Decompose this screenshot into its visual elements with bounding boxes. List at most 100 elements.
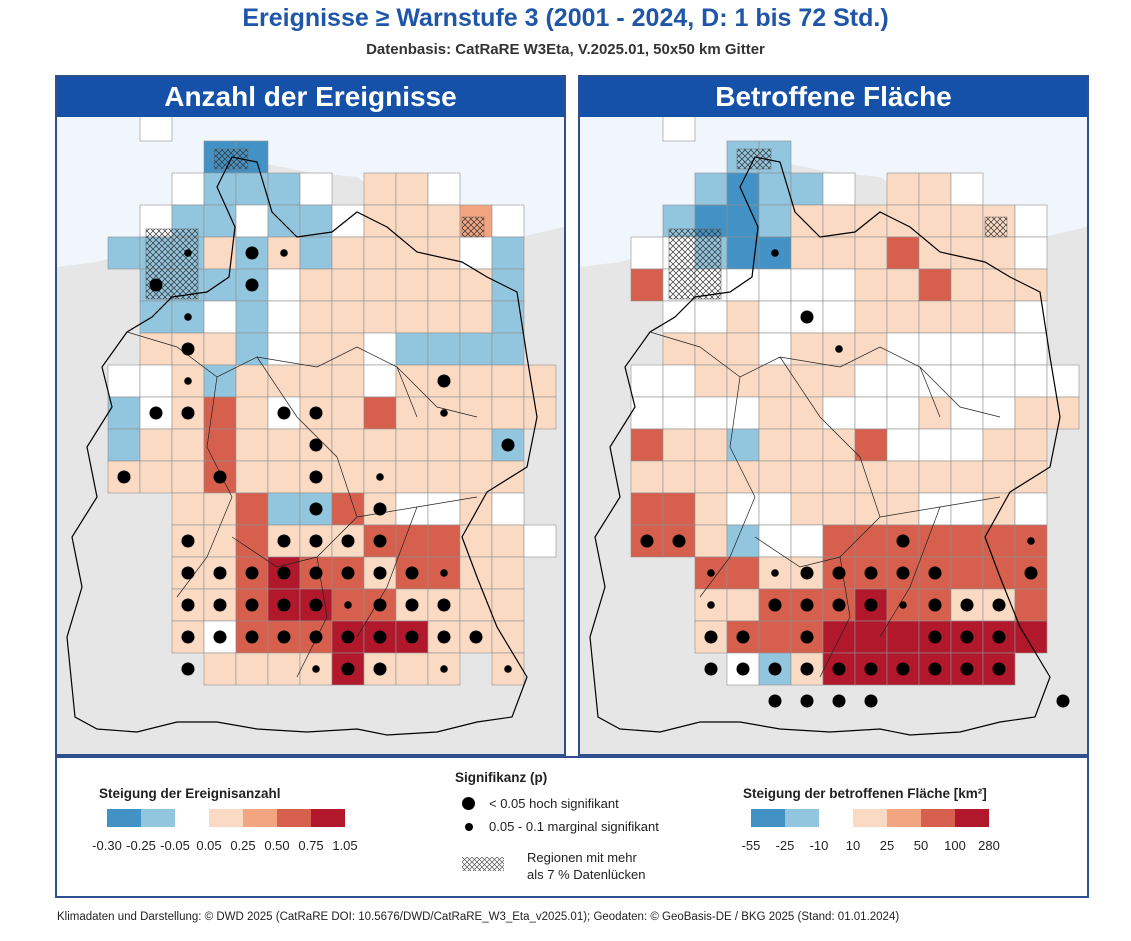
grid-cell [662,460,696,494]
grid-cell [886,396,920,430]
significance-dot-high [181,662,195,676]
grid-cell [950,492,984,526]
grid-cell [363,652,397,686]
data-gap-region [461,216,485,238]
significance-dot-high [864,566,878,580]
grid-cell [854,524,888,558]
grid-cell [886,204,920,238]
grid-cell [459,396,493,430]
grid-cell [662,300,696,334]
grid-cell [427,268,461,302]
grid-cell [107,396,141,430]
significance-dot-high [149,278,163,292]
significance-dot-high [373,534,387,548]
grid-cell [886,172,920,206]
significance-dot-high [309,534,323,548]
grid-cell [630,364,664,398]
grid-cell [918,204,952,238]
grid-cell [694,396,728,430]
grid-cell [235,588,269,622]
grid-cell [726,396,760,430]
significance-dot-high [960,630,974,644]
grid-cell [854,620,888,654]
grid-cell [982,460,1016,494]
significance-dot-high [341,662,355,676]
significance-dot-high [864,694,878,708]
legend-colorbar-event-count [107,809,345,827]
grid-cell [331,236,365,270]
legend-affected-area-tick-label: 100 [944,838,966,853]
significance-dot-high [768,694,782,708]
significance-dot-high [405,566,419,580]
grid-cell [203,300,237,334]
grid-cell [790,204,824,238]
grid-cell [1014,396,1048,430]
significance-dot-high [960,598,974,612]
grid-cell [694,332,728,366]
grid-cell [235,332,269,366]
significance-dot-high [832,694,846,708]
grid-cell [267,460,301,494]
grid-cell [630,236,664,270]
grid-cell [395,332,429,366]
grid-cell [758,620,792,654]
grid-cell [491,268,525,302]
grid-cell [427,524,461,558]
significance-dot-high [1024,566,1038,580]
legend-sig-high-label: < 0.05 hoch signifikant [489,796,619,811]
grid-cell [459,460,493,494]
grid-cell [1014,588,1048,622]
significance-dot-high [640,534,654,548]
legend-event-count-tick-label: -0.30 [92,838,122,853]
significance-dot-high [277,406,291,420]
significance-dot-high [309,470,323,484]
significance-dot-high [309,598,323,612]
significance-dot-high [928,630,942,644]
legend-affected-area-swatch [887,809,921,827]
grid-cell [235,204,269,238]
grid-cell [950,236,984,270]
significance-dot-high [373,598,387,612]
grid-cell [235,300,269,334]
legend-affected-area-swatch [853,809,887,827]
legend-event-count-tick-label: 0.25 [230,838,256,853]
grid-cell [363,396,397,430]
grid-cell [235,524,269,558]
grid-cell [854,236,888,270]
grid-cell [822,364,856,398]
legend-affected-area-swatch [955,809,989,827]
grid-cell [171,428,205,462]
grid-cell [491,588,525,622]
legend-title-significance: Signifikanz (p) [455,770,548,785]
grid-cell [235,396,269,430]
grid-cell [758,332,792,366]
grid-cell [299,268,333,302]
significance-dot-high [405,630,419,644]
state-borders [126,331,478,678]
grid-cell [854,364,888,398]
grid-cell [694,492,728,526]
significance-dot-marginal [184,377,192,385]
significance-dot-high [341,566,355,580]
grid-cell [918,524,952,558]
grid-cell [950,524,984,558]
grid-cell [918,396,952,430]
significance-dot-high [437,630,451,644]
significance-dot-high [800,598,814,612]
grid-cell [363,428,397,462]
significance-dot-high [437,598,451,612]
grid-cell [790,268,824,302]
grid-cell [363,236,397,270]
significance-dot-high [864,662,878,676]
significance-dot-high [736,630,750,644]
grid-cell [790,460,824,494]
grid-cell [395,428,429,462]
significance-dot-marginal [440,409,448,417]
grid-cell [331,492,365,526]
significance-dot-high [181,406,195,420]
significance-dot-marginal [504,665,512,673]
grid-cell [790,524,824,558]
significance-dot-marginal [771,569,779,577]
grid-cell [427,460,461,494]
significance-dot-marginal [899,601,907,609]
